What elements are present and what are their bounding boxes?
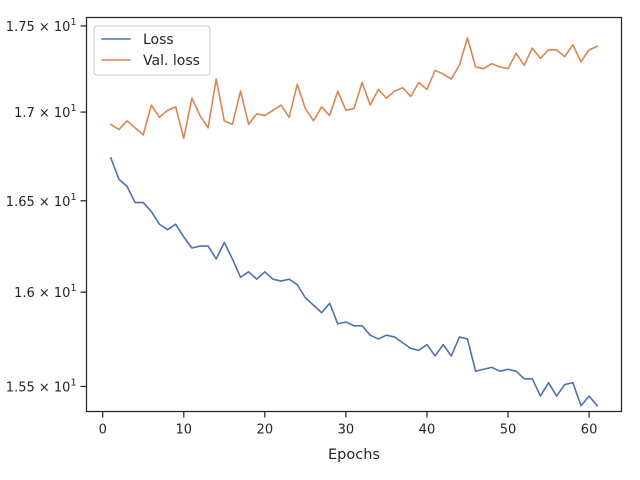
series-line-loss bbox=[109, 156, 599, 407]
x-tick-label: 40 bbox=[419, 423, 436, 438]
legend-label-val-loss: Val. loss bbox=[143, 53, 200, 69]
y-tick-label: 1.75 × 101 bbox=[6, 17, 77, 35]
x-tick-label: 10 bbox=[175, 423, 192, 438]
y-tick-label: 1.55 × 101 bbox=[6, 377, 77, 395]
y-tick-label: 1.6 × 101 bbox=[14, 283, 76, 301]
legend-label-loss: Loss bbox=[143, 32, 174, 48]
series-line-val-loss bbox=[109, 37, 599, 140]
x-tick-label: 50 bbox=[500, 423, 517, 438]
y-axis: 1.55 × 101 1.6 × 101 1.65 × 101 1.7 × 101 1.… bbox=[6, 17, 87, 395]
y-tick-label: 1.65 × 101 bbox=[6, 192, 77, 210]
x-tick-label: 60 bbox=[581, 423, 598, 438]
x-axis-label: Epochs bbox=[328, 447, 380, 463]
x-axis: 0 10 20 30 40 50 60 bbox=[99, 411, 598, 438]
x-tick-label: 20 bbox=[257, 423, 274, 438]
y-tick-label: 1.7 × 101 bbox=[14, 103, 76, 121]
series-lines bbox=[109, 37, 599, 407]
legend: Loss Val. loss bbox=[93, 25, 211, 76]
x-tick-label: 30 bbox=[338, 423, 355, 438]
x-tick-label: 0 bbox=[99, 423, 107, 438]
plot-area-frame bbox=[85, 16, 623, 413]
